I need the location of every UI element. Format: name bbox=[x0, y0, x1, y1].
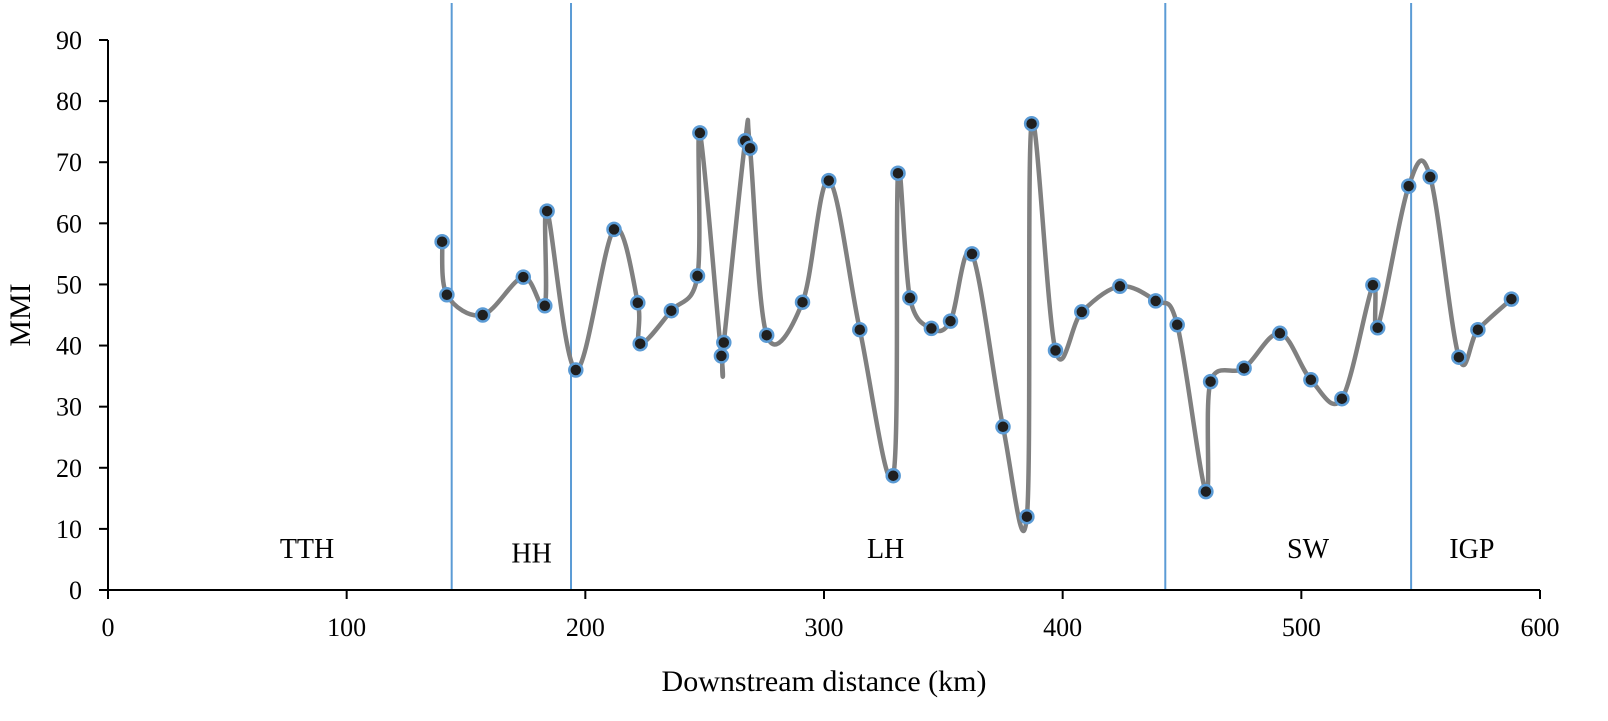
data-point-27 bbox=[995, 419, 1011, 435]
series bbox=[434, 115, 1520, 534]
data-point-29 bbox=[1023, 115, 1040, 132]
axes: 0 10 20 30 40 50 60 70 80 90 0 100 200 300 400 500 600 bbox=[56, 26, 1560, 642]
y-tick-label-10: 10 bbox=[56, 515, 82, 544]
data-point-46 bbox=[1470, 321, 1486, 338]
data-point-5 bbox=[539, 203, 555, 219]
data-point-17 bbox=[758, 327, 775, 343]
y-tick-label-50: 50 bbox=[56, 270, 82, 299]
data-point-41 bbox=[1365, 277, 1381, 293]
data-point-12 bbox=[692, 125, 708, 141]
x-tick-label-600: 600 bbox=[1521, 613, 1560, 642]
data-point-24 bbox=[923, 320, 940, 337]
x-tick-label-200: 200 bbox=[566, 613, 605, 642]
data-point-35 bbox=[1198, 483, 1214, 500]
x-tick-label-300: 300 bbox=[805, 613, 844, 642]
axis-titles: Downstream distance (km) MMI bbox=[4, 283, 986, 698]
data-point-22 bbox=[890, 165, 906, 181]
y-tick-label-70: 70 bbox=[56, 148, 82, 177]
data-point-38 bbox=[1272, 325, 1288, 342]
data-point-31 bbox=[1074, 304, 1090, 320]
data-point-13 bbox=[713, 348, 730, 364]
y-tick-label-0: 0 bbox=[69, 576, 82, 605]
data-point-30 bbox=[1047, 342, 1064, 359]
data-point-14 bbox=[716, 334, 732, 351]
data-point-39 bbox=[1303, 372, 1319, 388]
data-point-47 bbox=[1503, 291, 1520, 307]
data-point-37 bbox=[1236, 360, 1252, 376]
x-tick-label-400: 400 bbox=[1043, 613, 1082, 642]
x-axis-title: Downstream distance (km) bbox=[662, 665, 987, 698]
zone-label-lh: LH bbox=[867, 534, 904, 565]
zone-labels: TTH HH LH SW IGP bbox=[280, 534, 1495, 569]
x-tick-label-0: 0 bbox=[102, 613, 115, 642]
data-point-2 bbox=[474, 307, 491, 323]
y-tick-label-20: 20 bbox=[56, 454, 82, 483]
zone-label-hh: HH bbox=[511, 539, 551, 570]
data-point-3 bbox=[515, 269, 532, 285]
zone-label-igp: IGP bbox=[1449, 534, 1494, 565]
y-tick-label-40: 40 bbox=[56, 332, 82, 361]
data-point-0 bbox=[434, 233, 450, 250]
data-point-43 bbox=[1400, 178, 1417, 194]
y-tick-label-80: 80 bbox=[56, 87, 82, 116]
data-point-44 bbox=[1422, 169, 1438, 185]
data-point-45 bbox=[1451, 349, 1467, 365]
x-tick-label-500: 500 bbox=[1282, 613, 1321, 642]
data-point-16 bbox=[742, 140, 758, 156]
data-point-26 bbox=[964, 246, 980, 262]
y-axis-title: MMI bbox=[4, 283, 37, 346]
data-point-42 bbox=[1369, 320, 1386, 336]
data-point-1 bbox=[439, 287, 455, 303]
data-point-9 bbox=[632, 335, 648, 352]
zone-label-tth: TTH bbox=[280, 534, 334, 565]
series-line-0 bbox=[439, 117, 1514, 534]
data-point-36 bbox=[1202, 373, 1219, 390]
data-point-34 bbox=[1169, 317, 1185, 333]
data-point-32 bbox=[1112, 278, 1128, 295]
data-point-40 bbox=[1334, 390, 1350, 407]
data-point-18 bbox=[794, 294, 811, 310]
data-point-23 bbox=[902, 290, 918, 306]
data-point-25 bbox=[942, 313, 959, 329]
data-point-10 bbox=[663, 302, 680, 319]
data-point-7 bbox=[606, 221, 622, 238]
data-point-33 bbox=[1147, 293, 1164, 309]
x-tick-label-100: 100 bbox=[327, 613, 366, 642]
data-point-11 bbox=[689, 268, 706, 284]
data-point-20 bbox=[852, 321, 868, 338]
y-tick-label-30: 30 bbox=[56, 393, 82, 422]
y-tick-label-90: 90 bbox=[56, 26, 82, 55]
data-point-8 bbox=[630, 295, 646, 311]
data-point-6 bbox=[568, 362, 584, 378]
data-point-28 bbox=[1019, 508, 1035, 525]
y-tick-label-60: 60 bbox=[56, 209, 82, 238]
data-point-21 bbox=[885, 467, 901, 484]
data-point-4 bbox=[537, 298, 553, 314]
zone-label-sw: SW bbox=[1287, 534, 1330, 565]
data-point-19 bbox=[821, 172, 837, 189]
